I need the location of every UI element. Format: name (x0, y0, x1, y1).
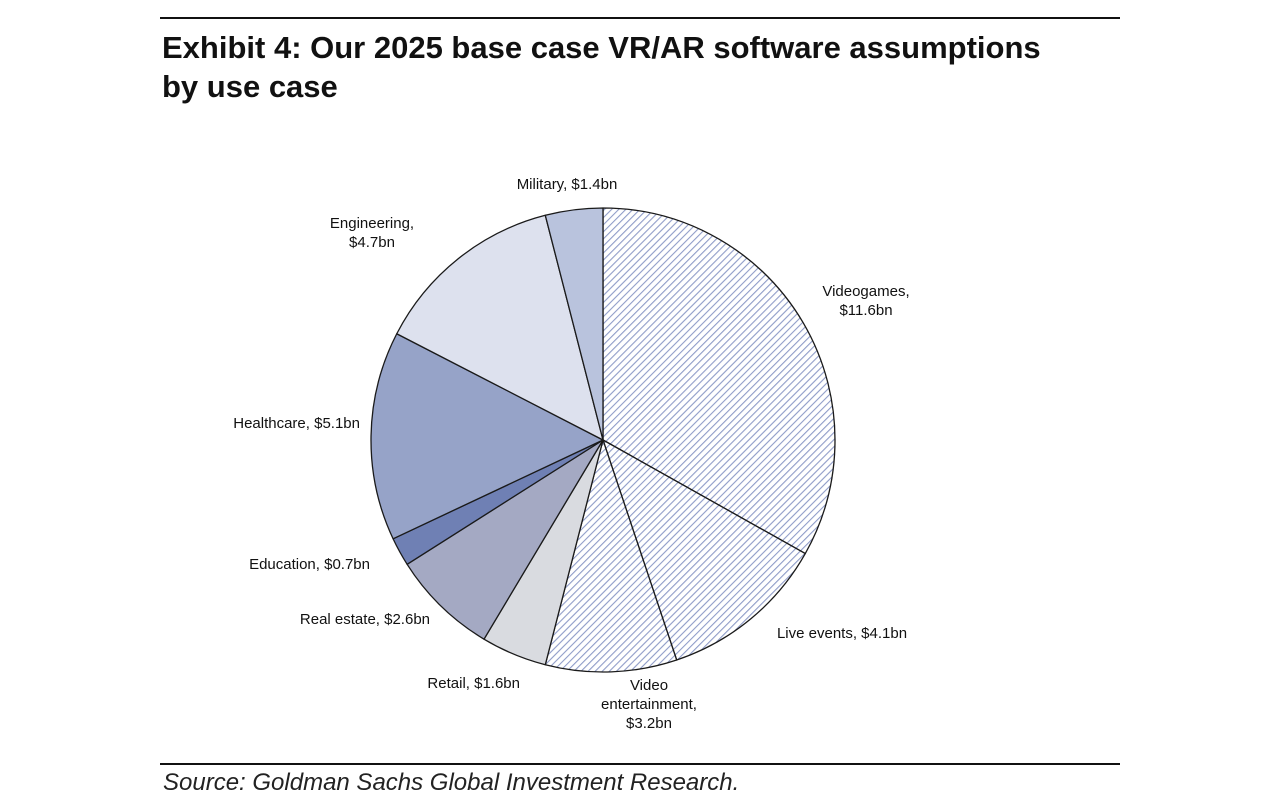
source-note: Source: Goldman Sachs Global Investment … (163, 769, 740, 796)
pie-label-videogames: Videogames, $11.6bn (822, 283, 909, 319)
pie-label-retail: Retail, $1.6bn (427, 675, 520, 692)
pie-slice-live-events (602, 439, 806, 661)
bottom-rule (160, 763, 1120, 765)
pie-labels: Videogames, $11.6bn Live events, $4.1bn Vid… (233, 176, 909, 732)
pie-label-line: $11.6bn (839, 302, 892, 319)
pie-slice-video-entertainment (544, 439, 678, 673)
pie-label-line: entertainment, (601, 696, 697, 713)
pie-label-line: $3.2bn (626, 715, 672, 732)
pie-label-education: Education, $0.7bn (249, 556, 370, 573)
pie-slices (370, 207, 836, 673)
pie-slice-engineering (396, 214, 604, 441)
pie-label-line: Engineering, (330, 215, 414, 232)
pie-label-line: Healthcare, $5.1bn (233, 415, 360, 432)
pie-label-military: Military, $1.4bn (517, 176, 618, 193)
pie-label-line: Videogames, (822, 283, 909, 300)
exhibit-title: Exhibit 4: Our 2025 base case VR/AR soft… (162, 30, 1041, 104)
pie-slice-healthcare (370, 333, 604, 540)
pie-label-line: Education, $0.7bn (249, 556, 370, 573)
top-rule (160, 17, 1120, 19)
pie-label-healthcare: Healthcare, $5.1bn (233, 415, 360, 432)
pie-label-line: Live events, $4.1bn (777, 625, 907, 642)
pie-label-line: Retail, $1.6bn (427, 675, 520, 692)
pie-label-line: Real estate, $2.6bn (300, 611, 430, 628)
pie-label-line: Military, $1.4bn (517, 176, 618, 193)
pie-label-real-estate: Real estate, $2.6bn (300, 611, 430, 628)
pie-label-line: $4.7bn (349, 234, 395, 251)
pie-label-video-entertainment: Video entertainment, $3.2bn (601, 677, 697, 732)
pie-label-engineering: Engineering, $4.7bn (330, 215, 414, 251)
pie-slice-real-estate (406, 439, 604, 640)
pie-slice-military (544, 207, 604, 441)
pie-slice-videogames (602, 207, 836, 555)
pie-label-live-events: Live events, $4.1bn (777, 625, 907, 642)
pie-label-line: Video (630, 677, 668, 694)
